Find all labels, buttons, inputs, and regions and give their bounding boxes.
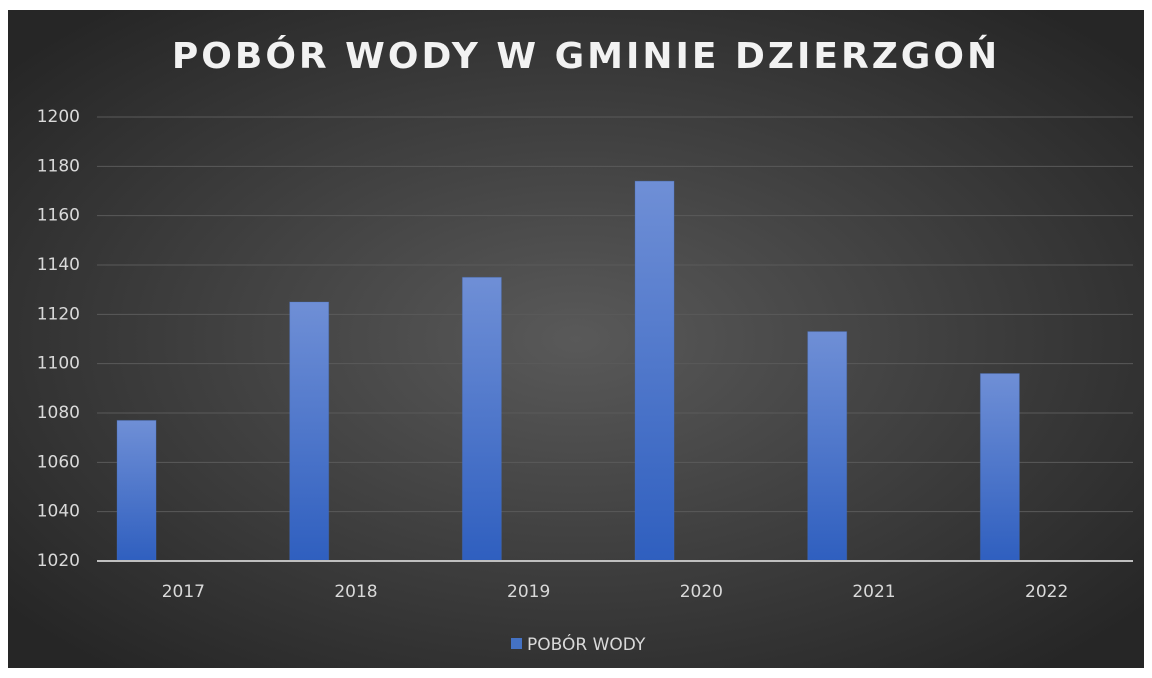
y-tick-label: 1160 [37,206,80,226]
y-tick-label: 1080 [37,403,80,423]
x-tick-label: 2017 [162,582,205,602]
y-tick-label: 1060 [37,452,80,472]
y-tick-label: 1120 [37,304,80,324]
y-tick-label: 1200 [37,107,80,127]
bar [289,301,330,562]
x-tick-label: 2018 [334,582,377,602]
bar [116,419,157,562]
bar [461,276,502,562]
y-tick-label: 1140 [37,255,80,275]
legend-label: POBÓR WODY [527,633,646,655]
bar [979,373,1020,562]
legend-swatch [511,638,522,649]
x-tick-label: 2022 [1025,582,1068,602]
bar [807,331,848,562]
chart-title: POBÓR WODY W GMINIE DZIERZGOŃ [172,35,1000,77]
x-tick-label: 2019 [507,582,550,602]
y-tick-label: 1040 [37,502,80,522]
bar [634,180,675,562]
y-tick-label: 1020 [37,551,80,571]
y-tick-label: 1180 [37,156,80,176]
x-tick-label: 2020 [680,582,723,602]
chart-background [8,10,1144,668]
x-tick-label: 2021 [852,582,895,602]
y-tick-label: 1100 [37,354,80,374]
